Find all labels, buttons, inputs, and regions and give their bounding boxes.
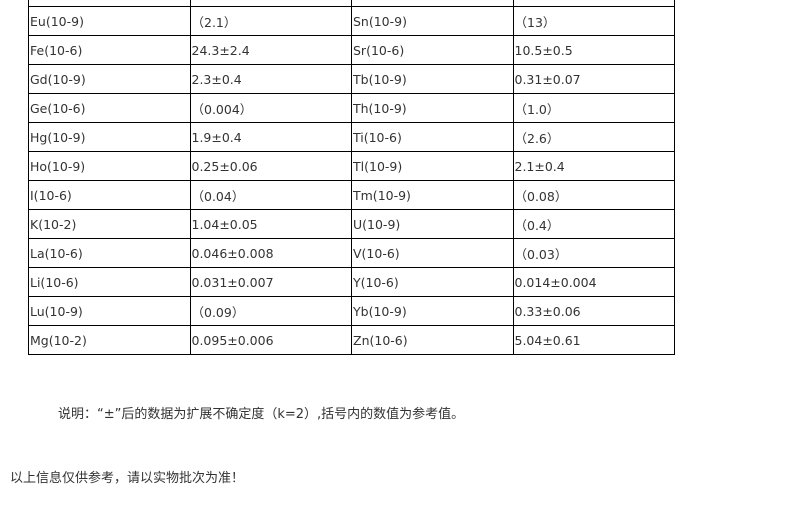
value-cell: （0.04） xyxy=(189,180,352,210)
element-cell: V(10-6) xyxy=(351,238,514,268)
footer-disclaimer: 以上信息仅供参考，请以实物批次为准！ xyxy=(10,471,245,486)
element-cell: Tb(10-9) xyxy=(351,64,514,94)
element-cell: I(10-6) xyxy=(28,180,191,210)
element-cell: La(10-6) xyxy=(28,238,191,268)
element-cell: K(10-2) xyxy=(28,209,191,239)
table-row: K(10-2) 1.04±0.05 U(10-9) （0.4） xyxy=(28,209,675,239)
table-row: Hg(10-9) 1.9±0.4 Ti(10-6) （2.6） xyxy=(28,122,675,152)
value-cell: 0.25±0.06 xyxy=(189,151,352,181)
note-text: 说明：“±”后的数据为扩展不确定度（k=2）,括号内的数值为参考值。 xyxy=(58,407,465,422)
value-cell: 2.1±0.4 xyxy=(512,151,675,181)
table-row: Gd(10-9) 2.3±0.4 Tb(10-9) 0.31±0.07 xyxy=(28,64,675,94)
value-cell: 0.031±0.007 xyxy=(189,267,352,297)
value-cell: （1.0） xyxy=(512,93,675,123)
element-cell: Sr(10-6) xyxy=(351,35,514,65)
table-row: Ge(10-6) （0.004） Th(10-9) （1.0） xyxy=(28,93,675,123)
value-cell: 0.095±0.006 xyxy=(189,325,352,355)
value-cell: 5.04±0.61 xyxy=(512,325,675,355)
element-cell: Zn(10-6) xyxy=(351,325,514,355)
value-cell: （0.08） xyxy=(512,180,675,210)
element-cell: Li(10-6) xyxy=(28,267,191,297)
value-cell: 0.046±0.008 xyxy=(189,238,352,268)
value-cell: 0.33±0.06 xyxy=(512,296,675,326)
table-row: Mg(10-2) 0.095±0.006 Zn(10-6) 5.04±0.61 xyxy=(28,325,675,355)
value-cell: 10.5±0.5 xyxy=(512,35,675,65)
table-row: Eu(10-9) （2.1） Sn(10-9) （13） xyxy=(28,6,675,36)
value-cell: （2.1） xyxy=(189,6,352,36)
table-row: Li(10-6) 0.031±0.007 Y(10-6) 0.014±0.004 xyxy=(28,267,675,297)
element-cell: Tl(10-9) xyxy=(351,151,514,181)
value-cell: （13） xyxy=(512,6,675,36)
element-cell: Y(10-6) xyxy=(351,267,514,297)
element-cell: Mg(10-2) xyxy=(28,325,191,355)
table-row: Ho(10-9) 0.25±0.06 Tl(10-9) 2.1±0.4 xyxy=(28,151,675,181)
element-cell: Fe(10-6) xyxy=(28,35,191,65)
element-cell: Lu(10-9) xyxy=(28,296,191,326)
element-cell: Eu(10-9) xyxy=(28,6,191,36)
element-cell: Tm(10-9) xyxy=(351,180,514,210)
value-cell: 1.04±0.05 xyxy=(189,209,352,239)
element-cell: Hg(10-9) xyxy=(28,122,191,152)
element-cell: Ti(10-6) xyxy=(351,122,514,152)
element-cell: U(10-9) xyxy=(351,209,514,239)
value-cell: （2.6） xyxy=(512,122,675,152)
element-cell: Ge(10-6) xyxy=(28,93,191,123)
value-cell: （0.09） xyxy=(189,296,352,326)
element-values-table: Eu(10-9) （2.1） Sn(10-9) （13） Fe(10-6) 24.3±2.… xyxy=(28,0,675,355)
element-cell: Sn(10-9) xyxy=(351,6,514,36)
table-row: I(10-6) （0.04） Tm(10-9) （0.08） xyxy=(28,180,675,210)
value-cell: 0.014±0.004 xyxy=(512,267,675,297)
element-cell: Yb(10-9) xyxy=(351,296,514,326)
value-cell: （0.4） xyxy=(512,209,675,239)
value-cell: 1.9±0.4 xyxy=(189,122,352,152)
value-cell: （0.004） xyxy=(189,93,352,123)
table-row: Fe(10-6) 24.3±2.4 Sr(10-6) 10.5±0.5 xyxy=(28,35,675,65)
value-cell: 0.31±0.07 xyxy=(512,64,675,94)
element-cell: Gd(10-9) xyxy=(28,64,191,94)
element-cell: Ho(10-9) xyxy=(28,151,191,181)
element-cell: Th(10-9) xyxy=(351,93,514,123)
table-row: Lu(10-9) （0.09） Yb(10-9) 0.33±0.06 xyxy=(28,296,675,326)
value-cell: （0.03） xyxy=(512,238,675,268)
value-cell: 2.3±0.4 xyxy=(189,64,352,94)
value-cell: 24.3±2.4 xyxy=(189,35,352,65)
table-row: La(10-6) 0.046±0.008 V(10-6) （0.03） xyxy=(28,238,675,268)
